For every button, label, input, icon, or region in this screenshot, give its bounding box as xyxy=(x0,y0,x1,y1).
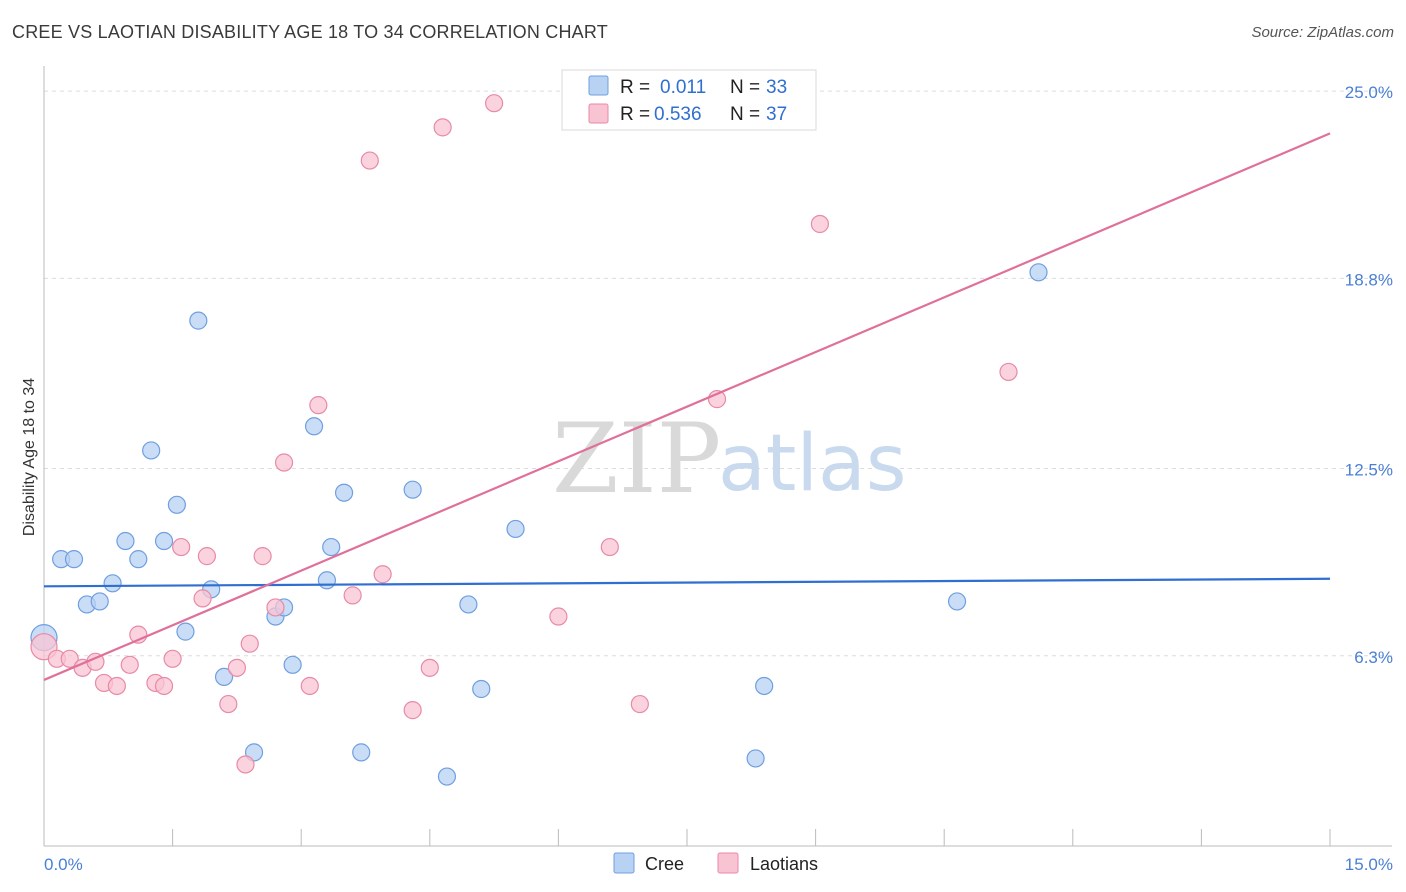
laotians-point-26 xyxy=(373,565,392,584)
cree-point-14 xyxy=(214,667,234,687)
y-tick-label-3: 25.0% xyxy=(1345,83,1393,102)
legend-n-value-cree: 33 xyxy=(766,77,787,98)
cree-point-23 xyxy=(352,743,371,762)
cree-point-18 xyxy=(283,655,302,674)
cree-point-2 xyxy=(64,550,84,569)
cree-point-24 xyxy=(403,480,422,499)
y-tick-label-2: 18.8% xyxy=(1345,270,1393,289)
laotians-point-23 xyxy=(309,396,328,415)
cree-point-26 xyxy=(459,595,478,614)
cree-point-27 xyxy=(472,679,491,699)
cree-point-22 xyxy=(334,483,354,502)
watermark-atlas: atlas xyxy=(718,419,907,509)
legend-swatch-laotians xyxy=(588,103,609,124)
legend-n-label-cree: N = xyxy=(730,77,760,98)
y-tick-labels: 6.3% 12.5% 18.8% 25.0% xyxy=(1345,83,1393,667)
laotians-point-17 xyxy=(236,755,255,774)
cree-point-4 xyxy=(90,592,109,611)
cree-point-20 xyxy=(317,571,337,590)
x-tick-labels: 0.0% 15.0% xyxy=(44,855,1393,874)
y-tick-label-0: 6.3% xyxy=(1354,648,1393,667)
laotians-point-20 xyxy=(266,598,285,617)
cree-point-31 xyxy=(947,592,967,611)
cree-point-5 xyxy=(103,574,122,593)
laotians-point-28 xyxy=(420,658,439,677)
laotians-point-14 xyxy=(197,547,216,566)
laotians-trend-line xyxy=(43,132,1331,681)
laotians-point-15 xyxy=(219,694,238,714)
cree-point-9 xyxy=(154,531,174,551)
legend-r-label-laotians: R = xyxy=(620,104,650,125)
cree-point-6 xyxy=(116,531,135,551)
legend-swatch-cree xyxy=(588,75,609,96)
laotians-point-32 xyxy=(600,537,619,557)
x-tick-label-0: 0.0% xyxy=(44,855,83,874)
laotians-point-10 xyxy=(154,676,174,696)
laotians-point-24 xyxy=(343,586,362,605)
laotians-point-35 xyxy=(810,214,829,234)
data-points xyxy=(30,94,1048,786)
cree-point-32 xyxy=(1029,263,1048,282)
chart-title: CREE VS LAOTIAN DISABILITY AGE 18 TO 34 … xyxy=(12,22,608,42)
bottom-legend-swatch-cree xyxy=(613,852,635,874)
x-tick-label-1: 15.0% xyxy=(1345,855,1393,874)
trend-lines xyxy=(43,132,1331,681)
laotians-point-22 xyxy=(300,676,319,696)
legend-r-label-cree: R = xyxy=(620,77,650,98)
stats-legend: R = 0.011 N = 33 R = 0.536 N = 37 xyxy=(561,69,817,131)
laotians-point-12 xyxy=(172,537,191,557)
laotians-point-16 xyxy=(227,658,246,677)
watermark-zip: ZIP xyxy=(552,403,721,515)
gridlines xyxy=(44,90,1392,657)
laotians-point-27 xyxy=(403,701,422,720)
laotians-point-36 xyxy=(999,362,1018,382)
axes xyxy=(43,66,1392,847)
legend-n-value-laotians: 37 xyxy=(766,104,787,125)
legend-n-label-laotians: N = xyxy=(730,104,760,125)
cree-point-7 xyxy=(129,550,148,569)
laotians-point-18 xyxy=(240,634,259,653)
cree-point-11 xyxy=(176,622,195,641)
laotians-point-33 xyxy=(630,694,649,714)
bottom-legend-swatch-laotians xyxy=(717,852,739,874)
laotians-point-2 xyxy=(60,649,79,668)
cree-point-10 xyxy=(167,495,186,514)
cree-point-8 xyxy=(142,441,161,460)
cree-trend-line xyxy=(43,577,1331,588)
cree-point-19 xyxy=(304,417,324,436)
source-label: Source: ZipAtlas.com xyxy=(1251,24,1394,41)
bottom-legend-label-laotians: Laotians xyxy=(750,854,818,874)
laotians-point-31 xyxy=(549,607,568,626)
laotians-point-30 xyxy=(485,94,504,113)
laotians-point-21 xyxy=(274,453,294,472)
cree-point-29 xyxy=(746,749,765,768)
bottom-legend-label-cree: Cree xyxy=(645,854,684,874)
laotians-point-11 xyxy=(163,649,182,668)
legend-r-value-cree: 0.011 xyxy=(660,77,706,98)
cree-point-25 xyxy=(437,767,457,786)
cree-point-28 xyxy=(506,519,525,539)
cree-point-21 xyxy=(322,537,341,557)
cree-point-12 xyxy=(189,311,208,330)
laotians-point-25 xyxy=(360,151,379,170)
laotians-point-7 xyxy=(120,655,139,674)
cree-point-30 xyxy=(755,676,774,696)
legend-r-value-laotians: 0.536 xyxy=(654,104,702,125)
laotians-point-13 xyxy=(193,589,212,608)
laotians-point-6 xyxy=(107,676,126,696)
y-axis-label: Disability Age 18 to 34 xyxy=(21,378,38,536)
laotians-point-29 xyxy=(433,118,452,137)
laotians-point-19 xyxy=(253,547,272,566)
y-tick-label-1: 12.5% xyxy=(1345,461,1393,480)
watermark: ZIP atlas xyxy=(552,403,907,515)
series-legend: Cree Laotians xyxy=(613,852,818,874)
